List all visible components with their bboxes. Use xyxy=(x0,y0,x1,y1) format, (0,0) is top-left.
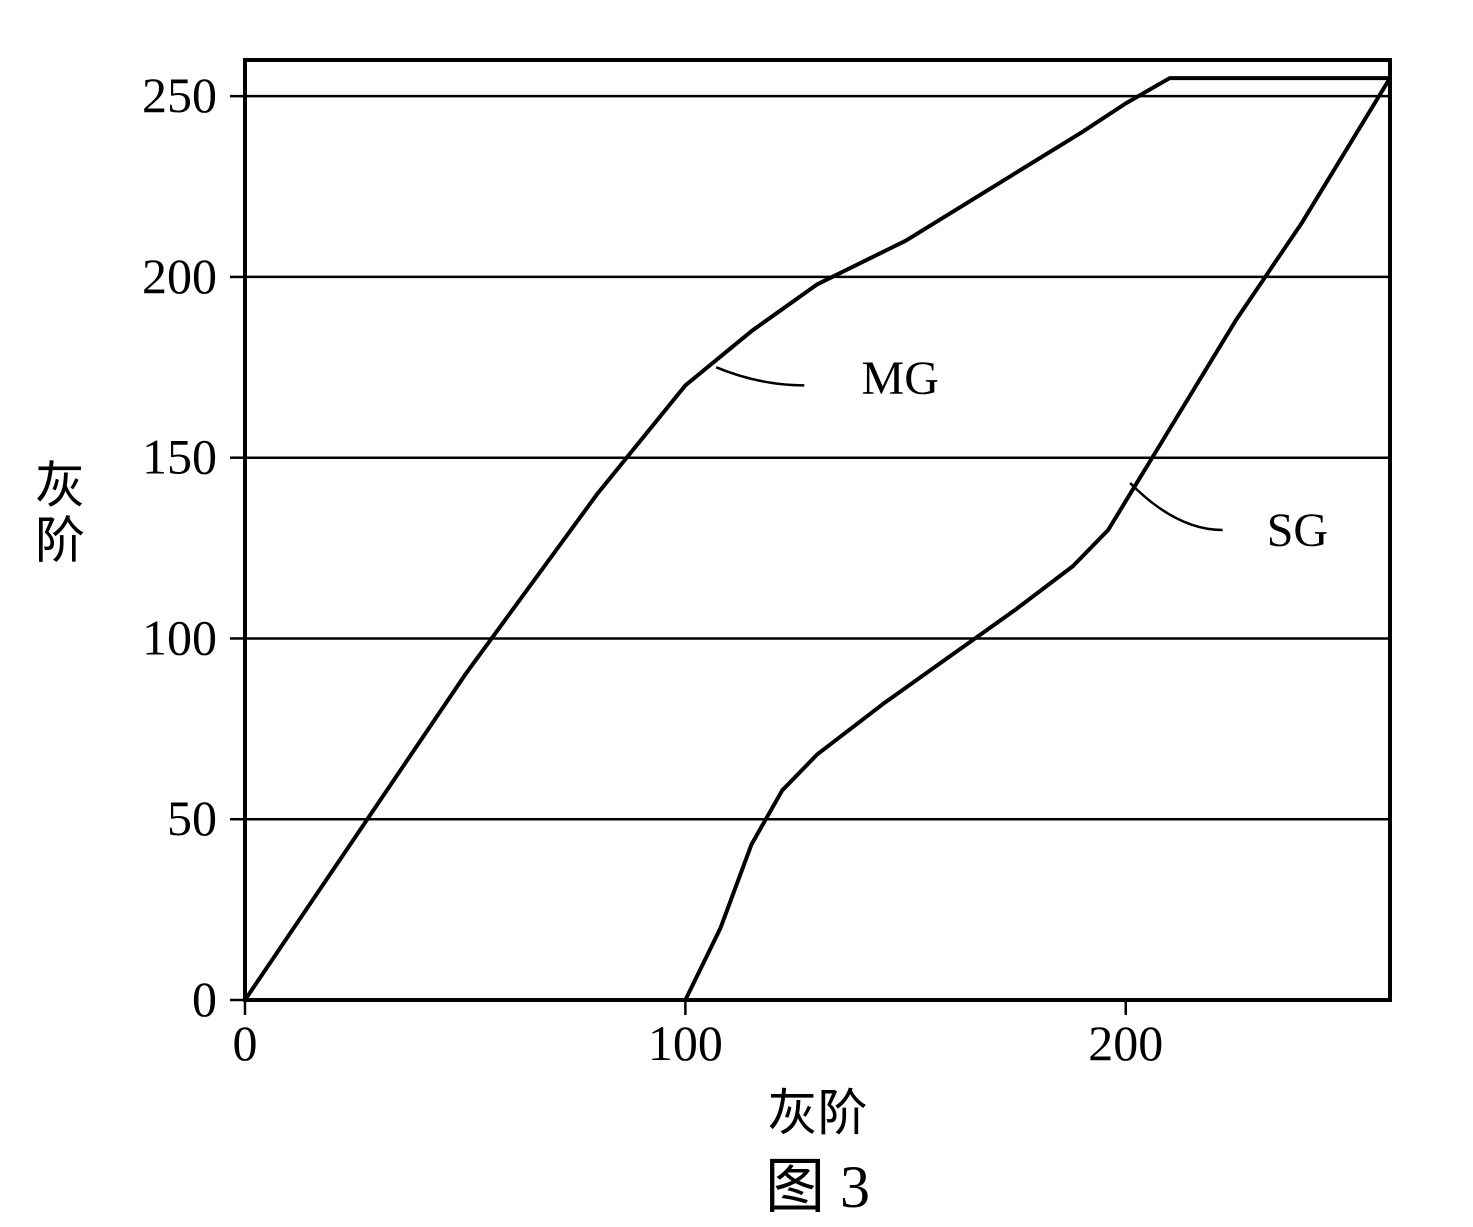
chart-bg xyxy=(0,0,1473,1227)
figure-caption: 图 3 xyxy=(765,1154,870,1220)
y-tick-label: 100 xyxy=(142,609,217,665)
x-axis-label: 灰阶 xyxy=(768,1085,868,1141)
series-label-sg: SG xyxy=(1267,504,1328,557)
y-tick-label: 250 xyxy=(142,67,217,123)
y-tick-label: 200 xyxy=(142,248,217,304)
x-tick-label: 0 xyxy=(233,1015,258,1071)
chart-svg: 0501001502002500100200灰阶灰阶MGSG图 3 xyxy=(0,0,1473,1227)
chart-container: 0501001502002500100200灰阶灰阶MGSG图 3 xyxy=(0,0,1473,1227)
series-label-mg: MG xyxy=(862,352,939,405)
y-tick-label: 0 xyxy=(192,971,217,1027)
y-tick-label: 50 xyxy=(167,790,217,846)
x-tick-label: 100 xyxy=(648,1015,723,1071)
y-axis-label: 阶 xyxy=(35,513,85,569)
x-tick-label: 200 xyxy=(1088,1015,1163,1071)
y-axis-label: 灰 xyxy=(35,458,85,514)
y-tick-label: 150 xyxy=(142,429,217,485)
